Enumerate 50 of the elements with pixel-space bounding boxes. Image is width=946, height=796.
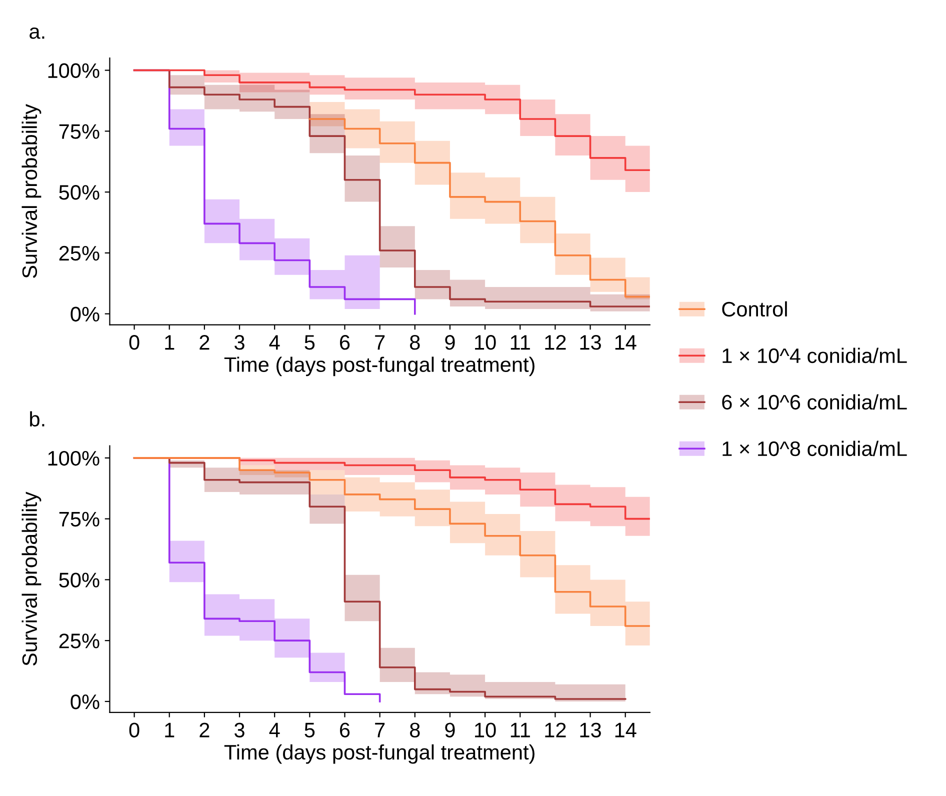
x-tick-label: 6 <box>340 722 350 738</box>
chart-title: a. <box>30 27 44 39</box>
x-tick-label: 13 <box>580 335 601 350</box>
x-tick-label: 8 <box>410 335 420 350</box>
y-tick-label: 25% <box>59 246 100 261</box>
y-tick-label: 75% <box>59 512 100 527</box>
x-tick-label: 2 <box>200 335 210 350</box>
y-axis-title: Survival probability <box>22 492 42 666</box>
y-tick-label: 50% <box>59 572 100 588</box>
y-tick-label: 75% <box>59 124 100 139</box>
x-tick-label: 3 <box>234 335 244 350</box>
x-tick-label: 14 <box>615 722 636 738</box>
x-tick-label: 8 <box>410 722 420 738</box>
x-tick-label: 7 <box>375 722 385 738</box>
y-tick-label: 0% <box>70 306 100 322</box>
x-tick-label: 12 <box>545 722 566 738</box>
x-tick-label: 5 <box>304 722 315 738</box>
x-tick-label: 9 <box>445 722 455 738</box>
y-tick-label: 100% <box>48 450 100 466</box>
x-tick-label: 3 <box>234 722 244 738</box>
y-axis-title: Survival probability <box>22 104 42 278</box>
y-tick-label: 100% <box>48 63 100 78</box>
x-tick-label: 0 <box>129 722 140 738</box>
chart-title: b. <box>30 411 44 427</box>
x-axis-title: Time (days post-fungal treatment) <box>224 744 534 764</box>
x-tick-label: 9 <box>445 335 455 350</box>
x-tick-label: 11 <box>510 722 530 738</box>
x-tick-label: 2 <box>200 722 210 738</box>
x-tick-label: 7 <box>375 335 385 350</box>
x-tick-label: 10 <box>475 335 496 350</box>
legend-label: 1 × 10^8 conidia/mL <box>722 440 907 456</box>
y-tick-label: 0% <box>70 694 100 710</box>
x-tick-label: 0 <box>129 335 140 350</box>
x-tick-label: 5 <box>304 335 315 350</box>
legend-label: 6 × 10^6 conidia/mL <box>722 394 907 410</box>
x-tick-label: 12 <box>545 335 566 350</box>
legend-label: Control <box>722 301 787 317</box>
x-tick-label: 4 <box>269 335 280 350</box>
x-tick-label: 13 <box>580 722 601 738</box>
x-tick-label: 10 <box>475 722 496 738</box>
x-tick-label: 11 <box>510 335 530 350</box>
x-tick-label: 1 <box>165 722 174 738</box>
x-tick-label: 1 <box>165 335 174 350</box>
y-tick-label: 50% <box>59 185 100 200</box>
x-tick-label: 6 <box>340 335 350 350</box>
x-tick-label: 4 <box>269 722 280 738</box>
legend-label: 1 × 10^4 conidia/mL <box>722 348 907 364</box>
y-tick-label: 25% <box>59 634 100 648</box>
x-tick-label: 14 <box>615 335 636 350</box>
x-axis-title: Time (days post-fungal treatment) <box>224 356 534 376</box>
